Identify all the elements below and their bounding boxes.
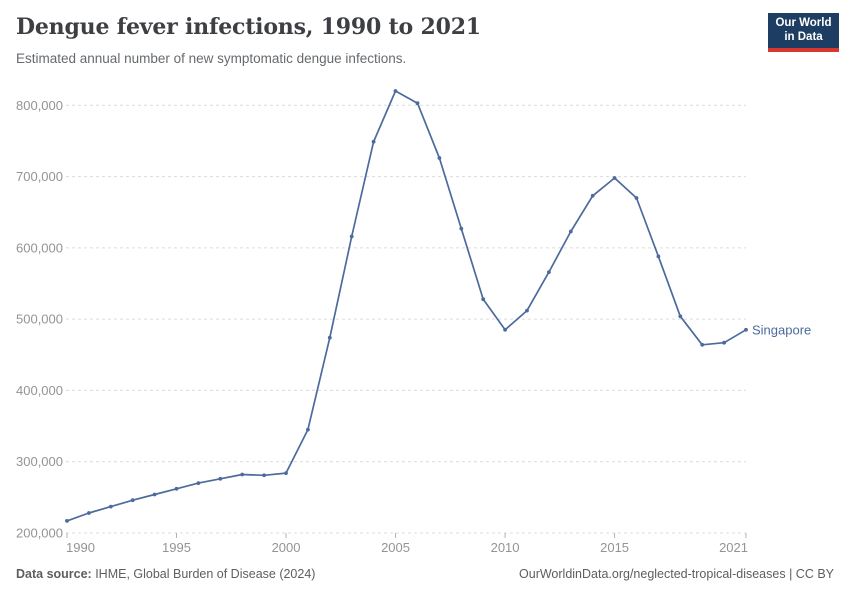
chart-subtitle: Estimated annual number of new symptomat… (16, 51, 407, 66)
data-point[interactable] (306, 427, 310, 432)
data-point[interactable] (284, 471, 288, 475)
data-point[interactable] (590, 193, 595, 198)
singapore-line[interactable] (66, 90, 747, 522)
data-point[interactable] (568, 229, 573, 234)
data-point[interactable] (700, 342, 705, 347)
logo-line1: Our World (775, 17, 832, 29)
y-tick-label: 400,000 (16, 383, 63, 398)
data-point[interactable] (437, 156, 442, 160)
data-point[interactable] (371, 139, 376, 144)
data-point[interactable] (415, 101, 420, 106)
x-tick-label: 2000 (272, 540, 301, 555)
license-separator: | (785, 567, 796, 581)
y-tick-label: 700,000 (16, 169, 63, 184)
data-point[interactable] (174, 486, 179, 491)
data-point[interactable] (459, 226, 464, 231)
data-point[interactable] (349, 234, 354, 239)
data-source-label: Data source: (16, 567, 92, 581)
data-source: Data source: IHME, Global Burden of Dise… (16, 567, 315, 581)
data-point[interactable] (87, 511, 91, 515)
data-point[interactable] (634, 196, 639, 200)
y-tick-label: 200,000 (16, 526, 63, 541)
data-point[interactable] (108, 504, 113, 509)
data-point[interactable] (65, 519, 69, 523)
chart-footer: Data source: IHME, Global Burden of Dise… (16, 567, 834, 581)
x-tick-label: 1995 (162, 540, 191, 555)
data-source-text: IHME, Global Burden of Disease (2024) (91, 567, 316, 581)
y-tick-label: 300,000 (16, 454, 63, 469)
x-tick-label: 1990 (66, 540, 95, 555)
page-title: Dengue fever infections, 1990 to 2021 (16, 14, 481, 40)
data-point[interactable] (152, 492, 157, 497)
series-label-singapore[interactable]: Singapore (752, 322, 811, 337)
data-point[interactable] (744, 327, 748, 332)
data-point[interactable] (656, 254, 661, 259)
data-point[interactable] (130, 498, 135, 503)
data-point[interactable] (196, 481, 201, 485)
x-tick-label: 2015 (600, 540, 629, 555)
data-point[interactable] (612, 176, 617, 180)
data-point[interactable] (262, 473, 266, 478)
x-tick-label: 2005 (381, 540, 410, 555)
data-point[interactable] (327, 335, 332, 340)
data-point[interactable] (722, 340, 726, 345)
y-tick-label: 800,000 (16, 98, 63, 113)
data-point[interactable] (218, 476, 223, 481)
data-point[interactable] (678, 314, 683, 319)
owid-url-link[interactable]: OurWorldinData.org/neglected-tropical-di… (519, 567, 786, 581)
data-point[interactable] (240, 472, 245, 477)
owid-logo[interactable]: Our World in Data (768, 13, 839, 52)
data-point[interactable] (525, 308, 529, 313)
y-tick-label: 600,000 (16, 240, 63, 255)
data-point[interactable] (393, 89, 398, 93)
license-cc-by[interactable]: CC BY (795, 567, 834, 581)
data-point[interactable] (481, 297, 486, 302)
data-point[interactable] (547, 270, 551, 274)
data-point[interactable] (503, 327, 507, 332)
y-tick-label: 500,000 (16, 312, 63, 327)
x-tick-label: 2010 (491, 540, 520, 555)
footer-links: OurWorldinData.org/neglected-tropical-di… (519, 567, 834, 581)
x-tick-label: 2021 (719, 540, 748, 555)
logo-line2: in Data (784, 30, 823, 43)
